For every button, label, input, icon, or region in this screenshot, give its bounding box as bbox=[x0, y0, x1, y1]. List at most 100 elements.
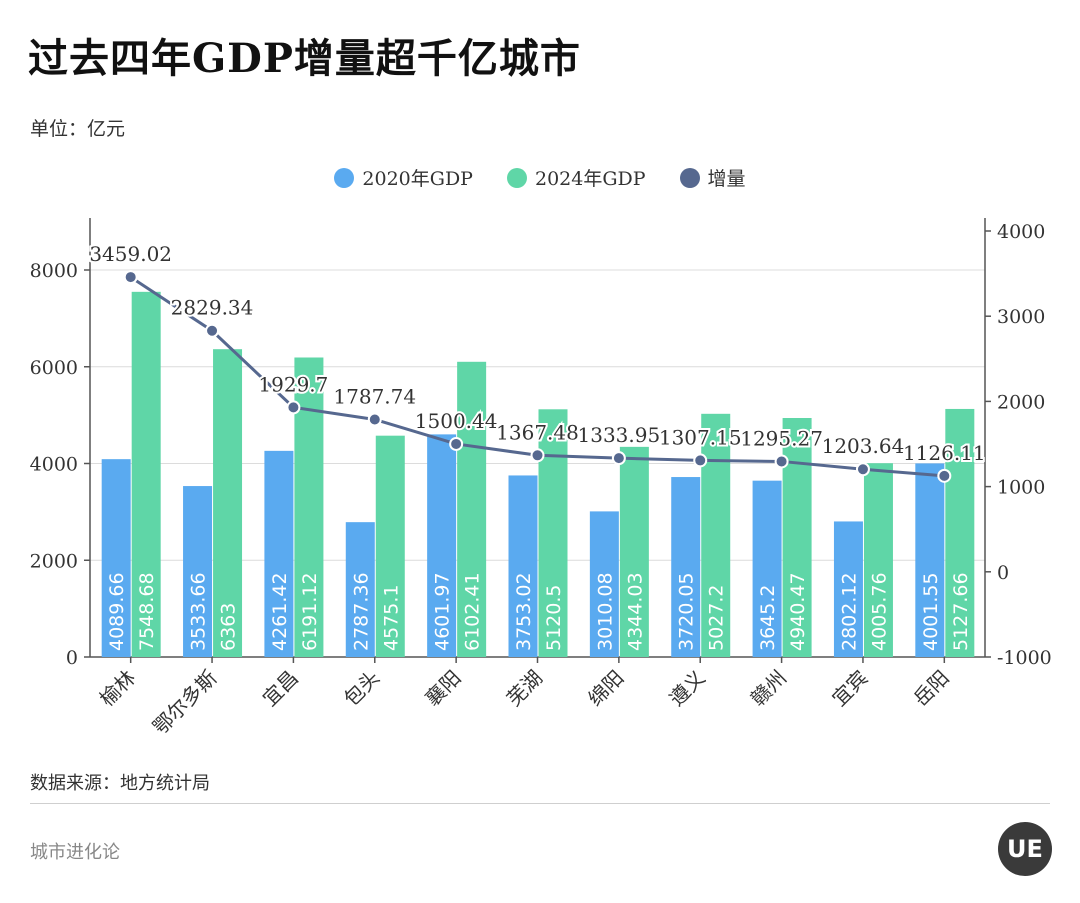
increase-point bbox=[530, 448, 545, 463]
bar-2024 bbox=[619, 446, 649, 657]
increase-label: 1367.48 bbox=[496, 420, 579, 444]
bar-2020-label: 2787.36 bbox=[350, 572, 372, 651]
bar-2024-label: 5120.5 bbox=[543, 585, 565, 651]
bar-2024 bbox=[375, 435, 405, 657]
x-tick-label: 岳阳 bbox=[909, 666, 954, 711]
increase-label: 3459.02 bbox=[89, 242, 172, 266]
bar-2024-label: 6102.41 bbox=[462, 572, 484, 651]
y-right-tick-label: 1000 bbox=[997, 477, 1045, 499]
bar-2024 bbox=[131, 291, 161, 657]
increase-point bbox=[855, 462, 870, 477]
bar-2020 bbox=[671, 477, 701, 657]
increase-point bbox=[205, 323, 220, 338]
increase-point bbox=[693, 453, 708, 468]
bar-2020-label: 3533.66 bbox=[188, 572, 210, 651]
source-label: 数据来源：地方统计局 bbox=[30, 773, 210, 794]
increase-label: 1787.74 bbox=[333, 384, 416, 408]
bar-2024-label: 4005.76 bbox=[868, 572, 890, 651]
legend-label-2024: 2024年GDP bbox=[534, 168, 646, 190]
bar-2024-label: 5127.66 bbox=[950, 572, 972, 651]
bar-2024 bbox=[701, 413, 731, 657]
x-tick-label: 包头 bbox=[339, 666, 384, 711]
bar-2020-label: 4089.66 bbox=[106, 572, 128, 651]
bar-2020 bbox=[264, 450, 294, 657]
increase-point bbox=[123, 270, 138, 285]
bar-2020 bbox=[508, 475, 538, 657]
legend-item-increase[interactable]: 增量 bbox=[679, 164, 746, 191]
x-tick-label: 芜湖 bbox=[502, 666, 547, 711]
bar-2024-label: 4940.47 bbox=[787, 572, 809, 651]
bar-2020 bbox=[589, 511, 619, 657]
y-right-tick-label: 4000 bbox=[997, 221, 1045, 243]
bar-2024-label: 4575.1 bbox=[380, 585, 402, 651]
bar-2024 bbox=[945, 408, 975, 657]
legend-label-2020: 2020年GDP bbox=[362, 168, 473, 190]
x-tick-label: 襄阳 bbox=[420, 666, 465, 711]
y-left-tick-label: 2000 bbox=[30, 550, 78, 572]
bar-2020 bbox=[427, 434, 457, 657]
y-left-tick-label: 8000 bbox=[30, 260, 78, 282]
brand-logo: UE bbox=[998, 822, 1052, 876]
chart-title: 过去四年GDP增量超千亿城市 bbox=[28, 35, 581, 82]
increase-label: 1307.15 bbox=[659, 425, 742, 449]
bar-2020 bbox=[752, 480, 782, 657]
bar-2020-label: 4001.55 bbox=[920, 572, 942, 651]
bar-2024-label: 5027.2 bbox=[706, 585, 728, 651]
bar-2020-label: 2802.12 bbox=[838, 572, 860, 651]
x-tick-label: 宜宾 bbox=[827, 666, 872, 711]
increase-label: 1929.7 bbox=[258, 372, 328, 396]
bar-2020-label: 3753.02 bbox=[513, 572, 535, 651]
y-left-tick-label: 4000 bbox=[30, 454, 78, 476]
legend-item-2020[interactable]: 2020年GDP bbox=[334, 164, 473, 191]
bar-2020-label: 3645.2 bbox=[757, 585, 779, 651]
x-tick-label: 榆林 bbox=[95, 666, 140, 711]
increase-label: 1333.95 bbox=[578, 423, 661, 447]
legend-swatch-2020 bbox=[334, 167, 355, 188]
legend-item-2024[interactable]: 2024年GDP bbox=[506, 164, 646, 191]
bar-2020-label: 4601.97 bbox=[432, 572, 454, 651]
bar-2020 bbox=[101, 459, 131, 657]
bar-2020 bbox=[183, 486, 213, 657]
x-tick-label: 赣州 bbox=[746, 666, 791, 711]
bar-2020 bbox=[833, 521, 863, 657]
increase-label: 2829.34 bbox=[171, 296, 254, 320]
footer-divider bbox=[30, 803, 1050, 804]
x-tick-label: 宜昌 bbox=[258, 666, 303, 711]
y-left-tick-label: 0 bbox=[66, 647, 78, 669]
y-right-tick-label: 3000 bbox=[997, 306, 1045, 328]
increase-point bbox=[367, 412, 382, 427]
increase-label: 1500.44 bbox=[415, 409, 498, 433]
y-right-tick-label: 0 bbox=[997, 562, 1009, 584]
bar-2020 bbox=[915, 463, 945, 657]
bar-2024 bbox=[863, 463, 893, 657]
y-right-tick-label: 2000 bbox=[997, 391, 1045, 413]
legend-swatch-2024 bbox=[506, 167, 527, 188]
x-tick-label: 绵阳 bbox=[583, 666, 628, 711]
bar-2020-label: 3720.05 bbox=[676, 572, 698, 651]
bar-2024-label: 6191.12 bbox=[299, 572, 321, 651]
increase-point bbox=[611, 451, 626, 466]
x-tick-label: 遵义 bbox=[665, 666, 710, 711]
bar-2024 bbox=[457, 361, 487, 657]
increase-point bbox=[449, 436, 464, 451]
bar-2020-label: 4261.42 bbox=[269, 572, 291, 651]
legend: 2020年GDP 2024年GDP 增量 bbox=[0, 164, 1080, 191]
y-left-tick-label: 6000 bbox=[30, 357, 78, 379]
unit-label: 单位：亿元 bbox=[30, 118, 126, 140]
bar-2024-label: 7548.68 bbox=[136, 572, 158, 651]
legend-swatch-increase bbox=[679, 167, 700, 188]
bar-2020 bbox=[345, 522, 375, 657]
bar-2024 bbox=[213, 349, 243, 657]
increase-label: 1126.11 bbox=[903, 441, 986, 465]
brand-label: 城市进化论 bbox=[30, 842, 120, 863]
x-tick-label: 鄂尔多斯 bbox=[148, 666, 222, 740]
bar-2024 bbox=[538, 409, 568, 657]
y-right-tick-label: -1000 bbox=[997, 647, 1052, 669]
legend-label-increase: 增量 bbox=[707, 168, 746, 190]
increase-label: 1203.64 bbox=[822, 434, 905, 458]
bar-2024-label: 6363 bbox=[218, 603, 240, 651]
increase-point bbox=[286, 400, 301, 415]
increase-point bbox=[937, 468, 952, 483]
increase-label: 1295.27 bbox=[740, 426, 823, 450]
bar-2020-label: 3010.08 bbox=[594, 572, 616, 651]
